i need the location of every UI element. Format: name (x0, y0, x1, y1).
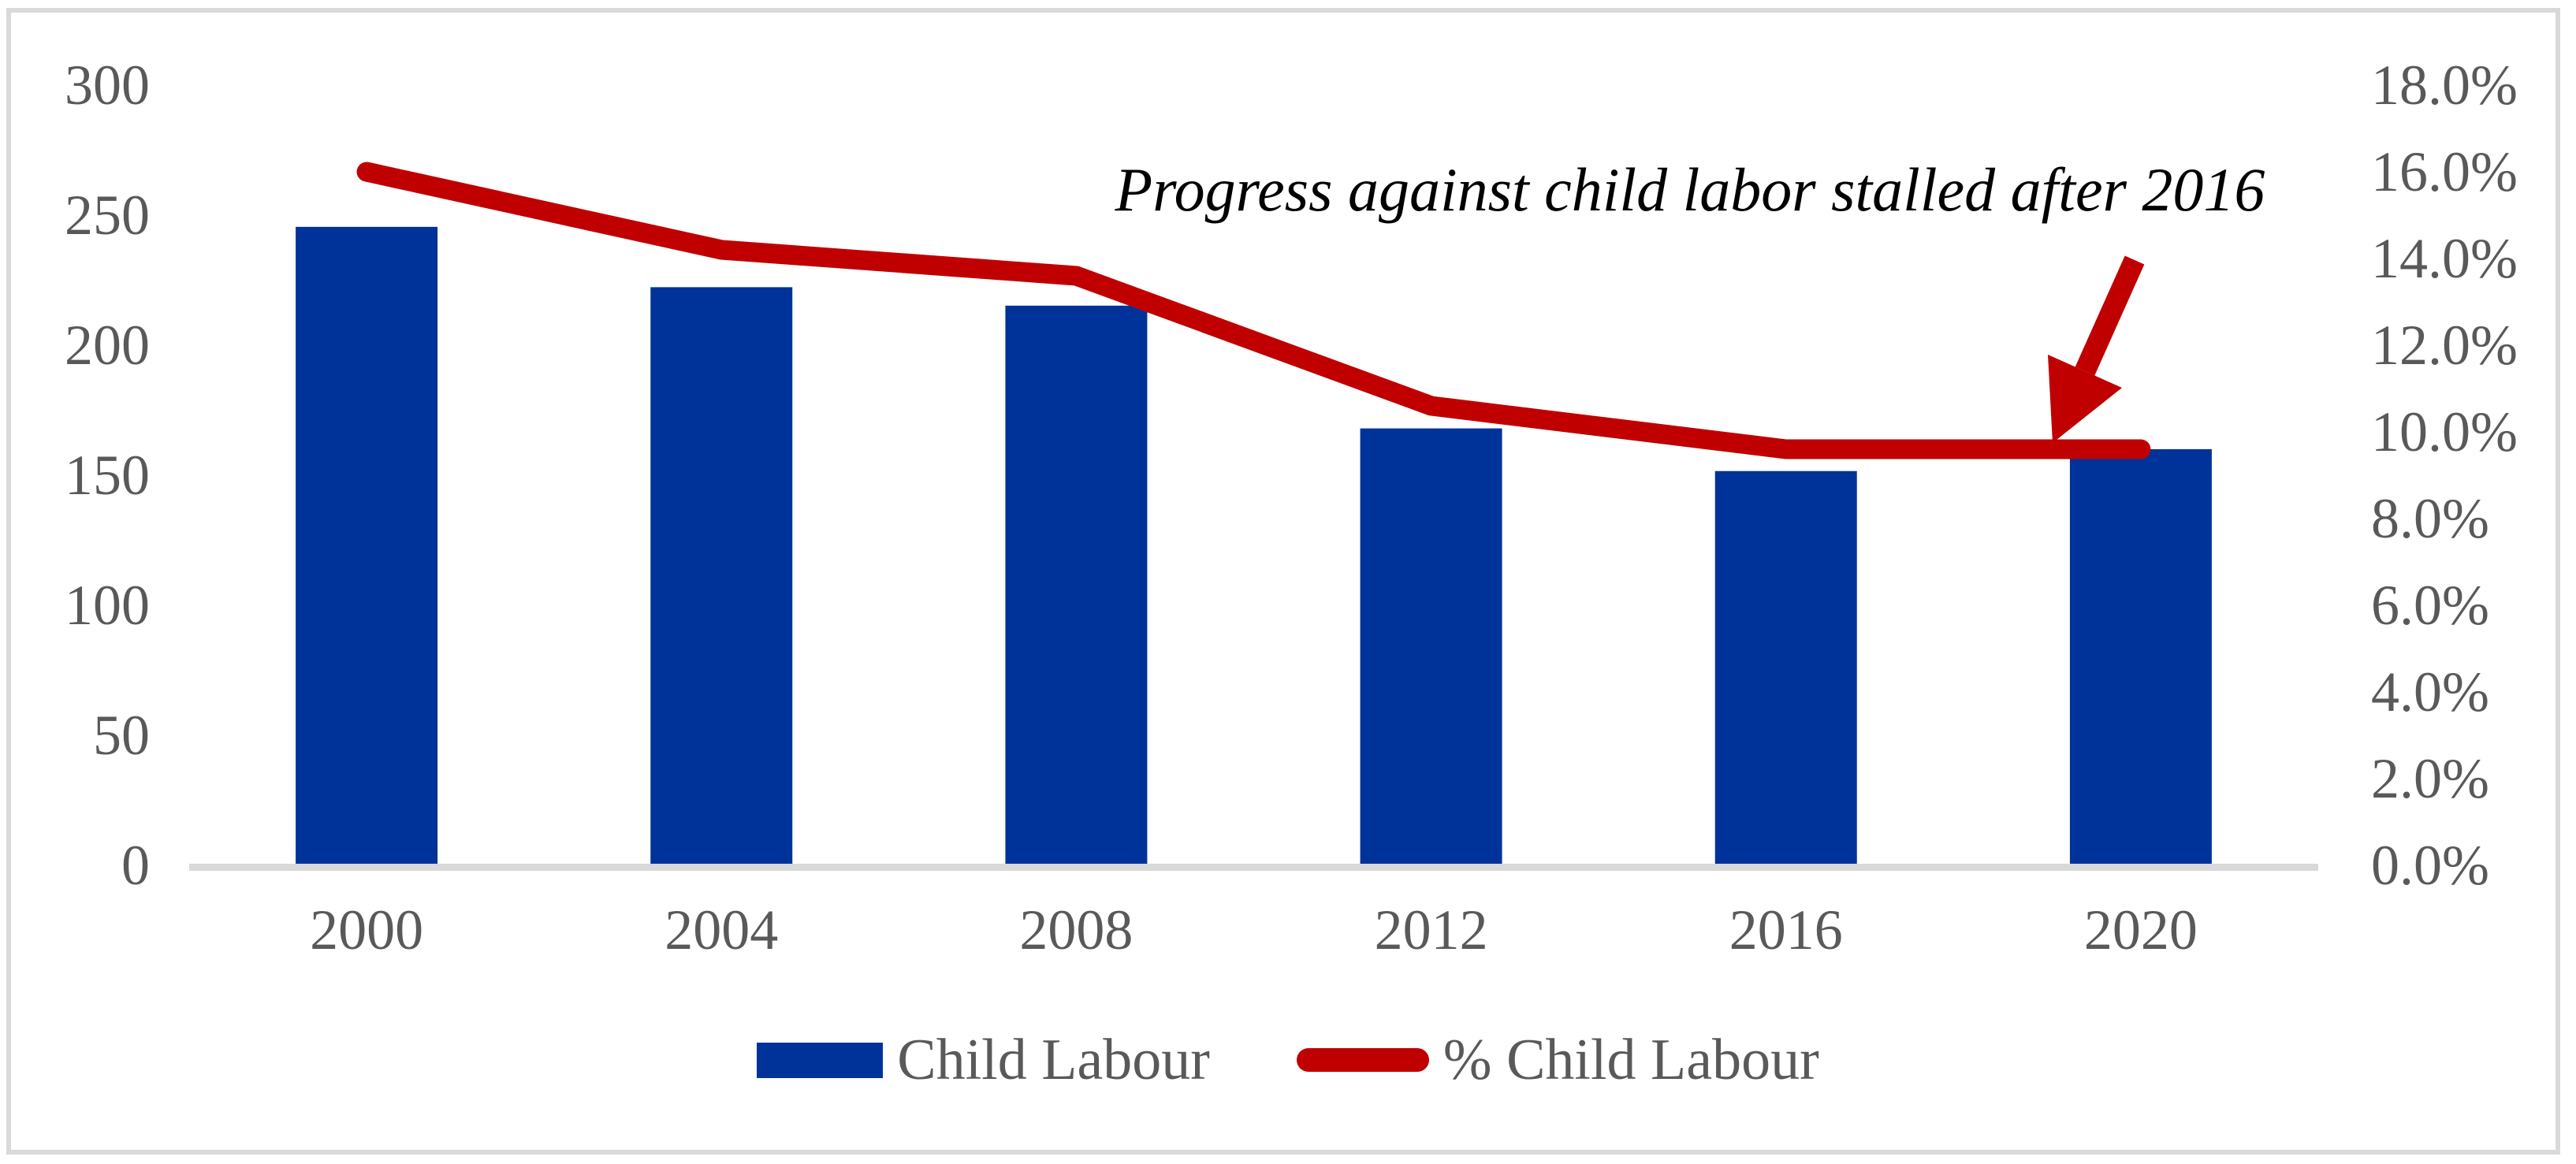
y-axis-tick-label-right: 12.0% (2371, 314, 2518, 377)
y-axis-tick-label-left: 100 (65, 574, 150, 637)
y-axis-tick-label-right: 16.0% (2371, 140, 2518, 203)
line-series (356, 162, 2151, 459)
y-axis-tick-label-left: 300 (65, 54, 150, 117)
x-axis-category-label: 2000 (310, 898, 424, 961)
x-axis-category-label: 2020 (2083, 898, 2198, 961)
y-axis-tick-label-left: 200 (65, 314, 150, 377)
bar-2020 (2069, 449, 2212, 868)
legend-bar-swatch-icon (757, 1042, 884, 1078)
bar-2004 (650, 287, 793, 868)
y-axis-tick-label-left: 150 (65, 444, 150, 507)
legend-item-pct-child-labour: % Child Labour (1296, 1028, 1819, 1092)
y-axis-tick-label-left: 50 (93, 704, 150, 767)
bar-2012 (1360, 428, 1502, 868)
y-axis-tick-label-right: 8.0% (2371, 487, 2489, 550)
x-axis-line (189, 864, 2318, 871)
y-axis-tick-label-right: 4.0% (2371, 660, 2489, 723)
bar-series (296, 226, 2212, 869)
legend-label-child-labour: Child Labour (897, 1028, 1210, 1092)
legend-label-pct-child-labour: % Child Labour (1442, 1028, 1819, 1092)
legend: Child Labour % Child Labour (0, 1025, 2576, 1095)
x-axis-category-label: 2016 (1729, 898, 1843, 961)
annotation-arrow-icon (2048, 255, 2145, 443)
bar-2008 (1005, 305, 1148, 869)
legend-item-child-labour: Child Labour (757, 1031, 1210, 1089)
bar-2000 (296, 226, 438, 869)
x-axis-category-label: 2008 (1019, 898, 1134, 961)
y-axis-tick-label-left: 0 (121, 834, 150, 897)
y-axis-tick-label-right: 10.0% (2371, 400, 2518, 463)
x-axis-category-label: 2012 (1374, 898, 1488, 961)
y-axis-tick-label-right: 2.0% (2371, 747, 2489, 810)
y-axis-tick-label-right: 0.0% (2371, 834, 2489, 897)
bar-2016 (1714, 470, 1857, 868)
y-axis-tick-label-left: 250 (65, 184, 150, 247)
y-axis-tick-label-right: 14.0% (2371, 227, 2518, 290)
legend-line-swatch-icon (1296, 1048, 1429, 1072)
y-axis-tick-label-right: 18.0% (2371, 54, 2518, 117)
x-axis-category-label: 2004 (664, 898, 779, 961)
y-axis-tick-label-right: 6.0% (2371, 574, 2489, 637)
chart-annotation: Progress against child labor stalled aft… (1115, 155, 2265, 224)
